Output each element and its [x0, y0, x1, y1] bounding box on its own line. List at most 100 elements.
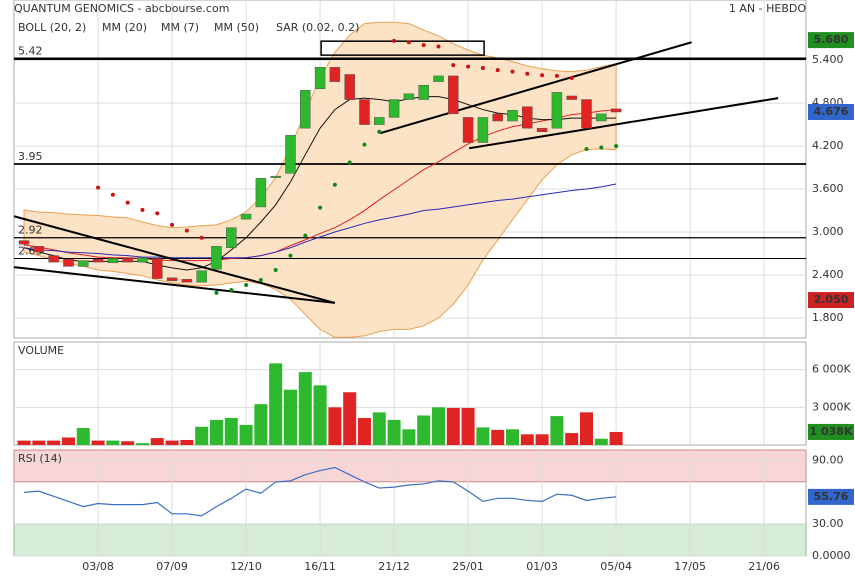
value-box-label: 2.050 — [814, 293, 849, 306]
level-label: 2.92 — [18, 224, 43, 237]
volume-bar — [135, 443, 149, 445]
sar-dot — [525, 71, 530, 76]
value-box-label: 55.76 — [814, 490, 849, 503]
candle-body — [285, 135, 296, 174]
volume-bar — [328, 407, 342, 445]
volume-bar — [91, 440, 105, 445]
x-tick-label: 21/06 — [748, 560, 780, 573]
candle-body — [240, 213, 252, 220]
sar-dot — [288, 253, 293, 258]
volume-bar — [357, 417, 371, 445]
volume-bar — [313, 385, 327, 445]
sar-dot — [599, 145, 604, 150]
volume-bar — [565, 433, 579, 445]
sar-dot — [318, 205, 323, 210]
candle-body — [122, 258, 133, 263]
volume-bar — [372, 412, 386, 445]
volume-bar — [476, 427, 490, 445]
value-box — [808, 292, 854, 309]
candle-body — [255, 178, 267, 208]
sar-dot — [614, 144, 619, 149]
candle-body — [448, 75, 459, 115]
sar-dot — [554, 73, 559, 78]
volume-bar — [76, 428, 90, 445]
volume-bar — [609, 431, 623, 445]
moving-average — [23, 109, 617, 262]
sar-dot — [510, 69, 515, 74]
sar-dot — [406, 40, 411, 45]
candle-body — [610, 108, 622, 113]
sar-dot — [199, 235, 204, 240]
sar-dot — [466, 64, 471, 69]
candle-body — [107, 258, 119, 264]
volume-bar — [505, 429, 519, 445]
volume-bar — [150, 438, 164, 445]
panel-background — [13, 341, 807, 446]
sar-dot — [332, 182, 337, 187]
candle-body — [18, 240, 30, 245]
y-tick-label: 0.0000 — [812, 549, 851, 562]
candle-body — [418, 84, 429, 100]
panel-title: RSI (14) — [18, 452, 62, 465]
y-tick-label: 5.400 — [812, 53, 844, 66]
candle-body — [477, 117, 489, 143]
overbought-zone — [13, 449, 807, 483]
candle-body — [48, 255, 59, 263]
candle-body — [137, 257, 148, 263]
sar-dot — [421, 43, 426, 48]
level-label: 3.95 — [18, 150, 43, 163]
candle-body — [92, 258, 104, 263]
sar-dot — [347, 160, 352, 165]
volume-bar — [417, 415, 431, 445]
sar-dot — [184, 228, 189, 233]
volume-bar — [461, 407, 475, 445]
volume-bar — [535, 434, 549, 445]
sar-dot — [451, 63, 456, 68]
volume-bar — [550, 416, 564, 445]
sar-dot — [436, 44, 441, 49]
y-tick-label: 3 000K — [812, 400, 851, 413]
candle-body — [388, 99, 400, 118]
volume-bar — [195, 426, 209, 445]
sar-dot — [214, 290, 219, 295]
candle-body — [211, 246, 222, 270]
candle-body — [300, 89, 311, 129]
volume-bar — [17, 440, 31, 445]
volume-bar — [47, 440, 61, 445]
y-tick-label: 6 000K — [812, 363, 851, 376]
legend-entry: SAR (0.02, 0.2) — [276, 21, 359, 34]
volume-bar — [402, 429, 416, 445]
volume-bar — [520, 434, 534, 445]
volume-bar — [387, 419, 401, 445]
legend-entry: MM (7) — [161, 21, 199, 34]
legend-entry: MM (20) — [102, 21, 147, 34]
candle-body — [492, 113, 503, 122]
sar-dot — [480, 66, 485, 71]
legend-entry: MM (50) — [214, 21, 259, 34]
range-box — [320, 40, 485, 56]
x-tick-label: 12/10 — [230, 560, 262, 573]
candle-body — [152, 258, 163, 279]
volume-bar — [180, 439, 194, 445]
volume-bar — [446, 407, 460, 445]
sar-dot — [125, 200, 130, 205]
y-tick-label: 3.000 — [812, 225, 844, 238]
volume-bar — [121, 441, 135, 445]
candle-body — [33, 246, 45, 253]
candle-body — [536, 127, 548, 133]
candle-body — [314, 67, 326, 90]
x-tick-label: 25/01 — [452, 560, 484, 573]
volume-bar — [580, 412, 594, 445]
volume-bar — [106, 440, 120, 445]
sar-dot — [495, 68, 500, 73]
candle-body — [63, 258, 74, 267]
candle-body — [78, 260, 89, 267]
volume-bar — [239, 424, 253, 445]
candle-body — [374, 117, 385, 125]
volume-bar — [165, 440, 179, 445]
sar-dot — [569, 76, 574, 81]
trendline — [13, 215, 336, 304]
y-tick-label: 3.600 — [812, 182, 844, 195]
candle-body — [507, 110, 518, 122]
period: 1 AN - HEBDO — [729, 2, 806, 15]
